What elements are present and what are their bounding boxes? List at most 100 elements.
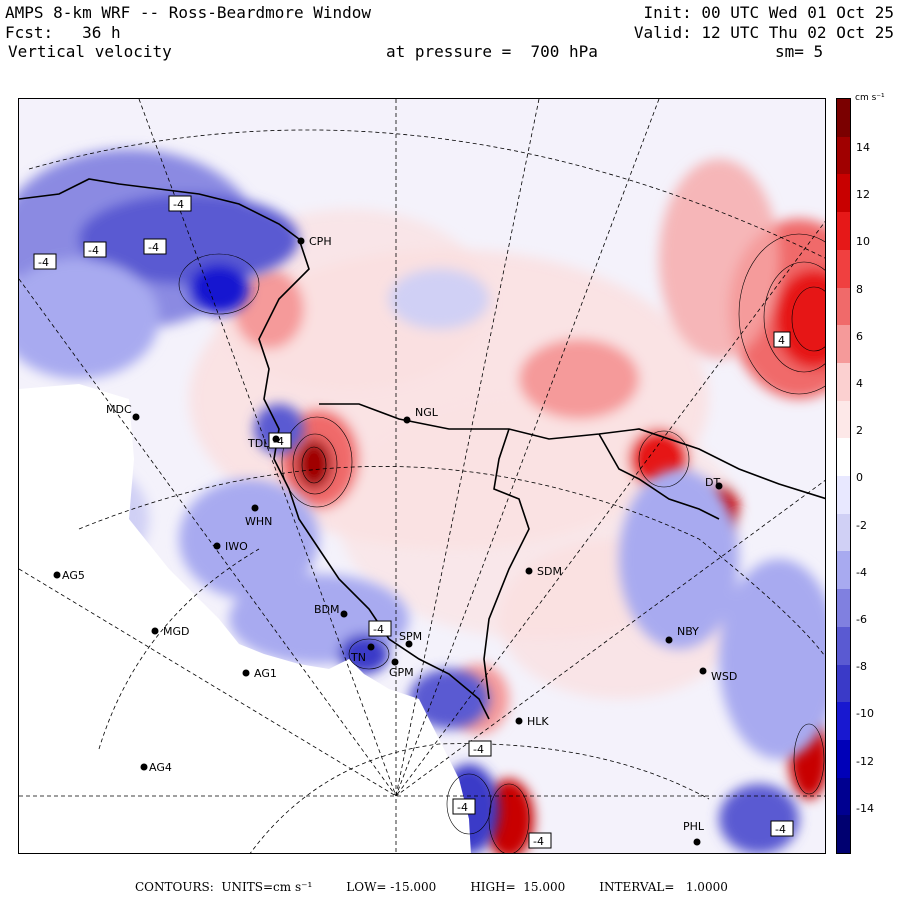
station-ag5[interactable]: AG5 bbox=[53, 569, 85, 582]
station-dot bbox=[403, 416, 411, 424]
svg-text:-4: -4 bbox=[473, 743, 484, 756]
station-dot bbox=[665, 636, 673, 644]
contour-label-boxes: -4 -4 -4 -4 -4 -4 -4 -4 -4 -4 4 bbox=[33, 195, 794, 849]
colorbar-segment bbox=[837, 249, 850, 288]
station-cph[interactable]: CPH bbox=[297, 235, 332, 248]
station-dot bbox=[297, 237, 305, 245]
colorbar-tick-label: -12 bbox=[856, 754, 874, 768]
contour-interval: INTERVAL= 1.0000 bbox=[599, 880, 728, 894]
color-scale-bar bbox=[836, 98, 851, 854]
svg-text:-4: -4 bbox=[88, 244, 99, 257]
colorbar-segment bbox=[837, 325, 850, 364]
colorbar-segment bbox=[837, 400, 850, 439]
station-label: PHL bbox=[683, 820, 705, 833]
station-label: IWO bbox=[225, 540, 248, 553]
station-dot bbox=[699, 667, 707, 675]
colorbar-segment bbox=[837, 815, 850, 854]
station-dot bbox=[151, 627, 159, 635]
colorbar-segment bbox=[837, 664, 850, 703]
contour-label-neg: -4 bbox=[368, 620, 392, 637]
station-label: NBY bbox=[677, 625, 699, 638]
station-label: AG5 bbox=[62, 569, 85, 582]
colorbar-segment bbox=[837, 99, 850, 138]
station-dot bbox=[340, 610, 348, 618]
station-label: CPH bbox=[309, 235, 332, 248]
station-dot bbox=[515, 717, 523, 725]
svg-text:-4: -4 bbox=[273, 435, 284, 448]
contour-info-footer: CONTOURS: UNITS=cm s⁻¹ LOW= -15.000 HIGH= … bbox=[135, 880, 762, 894]
colorbar-segment bbox=[837, 513, 850, 552]
station-gpm[interactable]: GPM bbox=[389, 658, 414, 680]
vertical-velocity-map[interactable]: -4 -4 -4 -4 -4 -4 -4 -4 -4 -4 4 CPH MDC NG… bbox=[19, 99, 826, 854]
colorbar-segment bbox=[837, 777, 850, 816]
svg-text:-4: -4 bbox=[373, 623, 384, 636]
colorbar-tick-label: 0 bbox=[856, 471, 863, 485]
colorbar-tick-label: 4 bbox=[856, 377, 863, 390]
station-label: GPM bbox=[389, 666, 414, 679]
contour-label-neg: -4 bbox=[268, 432, 292, 449]
station-label: SDM bbox=[537, 565, 562, 578]
station-sdm[interactable]: SDM bbox=[525, 565, 562, 578]
station-label: SPM bbox=[399, 630, 422, 643]
colorbar-tick-label: 12 bbox=[856, 188, 870, 202]
colorbar-tick-label: 8 bbox=[856, 282, 863, 296]
station-phl[interactable]: PHL bbox=[683, 820, 705, 846]
svg-text:-4: -4 bbox=[173, 198, 184, 211]
station-label: AG4 bbox=[149, 761, 172, 774]
station-dot bbox=[391, 658, 399, 666]
station-dot bbox=[405, 640, 413, 648]
svg-text:4: 4 bbox=[778, 334, 785, 347]
station-tdl[interactable]: TDL bbox=[247, 435, 280, 451]
colorbar-segment bbox=[837, 136, 850, 175]
station-bdm[interactable]: BDM bbox=[314, 603, 348, 618]
station-label: AG1 bbox=[254, 667, 277, 680]
colorbar-tick-label: 14 bbox=[856, 141, 870, 154]
station-ag4[interactable]: AG4 bbox=[140, 761, 172, 774]
station-label: BDM bbox=[314, 603, 340, 616]
colorbar-segment bbox=[837, 739, 850, 779]
contour-label-neg: -4 bbox=[83, 241, 107, 258]
contour-lines bbox=[178, 233, 825, 853]
station-hlk[interactable]: HLK bbox=[515, 715, 550, 728]
lat-lon-grid bbox=[19, 99, 825, 853]
map-panel[interactable]: -4 -4 -4 -4 -4 -4 -4 -4 -4 -4 4 CPH MDC NG… bbox=[18, 98, 826, 854]
colorbar-tick-label: -2 bbox=[856, 518, 867, 532]
station-whn[interactable]: WHN bbox=[245, 504, 272, 529]
no-data-region bbox=[19, 384, 471, 853]
station-dot bbox=[715, 482, 723, 490]
svg-text:-4: -4 bbox=[533, 835, 544, 848]
station-dot bbox=[140, 763, 148, 771]
contour-label-neg: -4 bbox=[770, 820, 794, 837]
station-nby[interactable]: NBY bbox=[665, 625, 700, 644]
station-markers: CPH MDC NGL TDL WHN IWO AG5 SDM BDM MGD TN SPM GPM AG… bbox=[53, 235, 738, 846]
contour-label-neg: -4 bbox=[468, 740, 492, 757]
colorbar-segment bbox=[837, 551, 850, 590]
colorbar-segment bbox=[837, 589, 850, 628]
station-label: MDC bbox=[106, 403, 132, 416]
station-label: DT bbox=[705, 476, 720, 489]
station-iwo[interactable]: IWO bbox=[213, 540, 249, 553]
station-label: HLK bbox=[527, 715, 549, 728]
station-spm[interactable]: SPM bbox=[399, 630, 422, 648]
colorbar-segment bbox=[837, 438, 850, 477]
colorbar-segment bbox=[837, 702, 850, 741]
contour-label-neg: -4 bbox=[33, 253, 57, 270]
station-label: TDL bbox=[247, 437, 270, 450]
smoothing-value: sm= 5 bbox=[775, 42, 824, 61]
station-tn[interactable]: TN bbox=[350, 643, 375, 665]
station-label: NGL bbox=[415, 406, 439, 419]
station-dot bbox=[272, 435, 280, 443]
contour-label-neg: -4 bbox=[452, 798, 476, 815]
colorbar-segment bbox=[837, 626, 850, 665]
svg-text:-4: -4 bbox=[148, 241, 159, 254]
station-dt[interactable]: DT bbox=[705, 476, 723, 490]
station-dot bbox=[367, 643, 375, 651]
station-mgd[interactable]: MGD bbox=[151, 625, 190, 638]
station-mdc[interactable]: MDC bbox=[106, 403, 140, 421]
station-dot bbox=[242, 669, 250, 677]
station-wsd[interactable]: WSD bbox=[699, 667, 738, 684]
station-ngl[interactable]: NGL bbox=[403, 406, 439, 424]
station-ag1[interactable]: AG1 bbox=[242, 667, 277, 680]
station-label: TN bbox=[350, 651, 366, 664]
svg-text:-4: -4 bbox=[457, 801, 468, 814]
